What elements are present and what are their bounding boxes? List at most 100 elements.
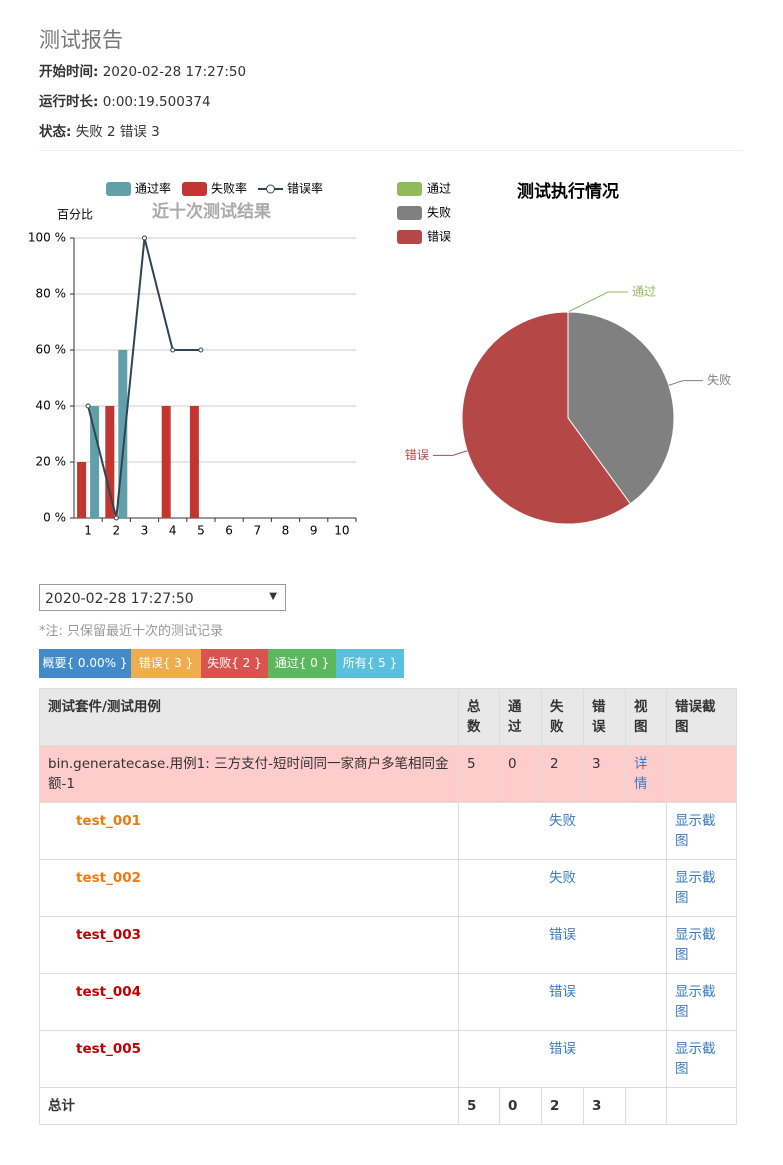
cases: test_001 失败 显示截图 test_002 失败 显示截图 test_003 错误 显示… [39, 802, 737, 1088]
legend-label: 错误 [427, 230, 451, 244]
note: *注: 只保留最近十次的测试记录 [39, 624, 224, 639]
field-value: 失败 2 错误 3 [75, 124, 160, 140]
cell: 3 [583, 1087, 626, 1125]
header-cell: 视图 [625, 688, 667, 746]
x-tick-label: 2 [112, 524, 120, 538]
filter-button[interactable]: 概要{ 0.00% } [39, 649, 131, 678]
y-tick-label: 80 % [36, 287, 67, 301]
cell: 5 [458, 745, 500, 803]
y-tick-label: 60 % [36, 343, 67, 357]
detail-link[interactable]: 详情 [625, 745, 667, 803]
slice-label: 通过 [632, 285, 656, 299]
chart-title: 测试执行情况 [517, 181, 619, 202]
case-status[interactable]: 错误 [458, 1030, 667, 1088]
legend-label: 失败率 [211, 181, 247, 196]
x-tick-label: 3 [141, 524, 149, 538]
label-line [432, 450, 468, 456]
header-cell: 通过 [499, 688, 542, 746]
point [198, 347, 204, 353]
legend-label: 失败 [427, 205, 451, 220]
screenshot-link[interactable]: 显示截图 [666, 802, 737, 860]
total-label: 总计 [39, 1087, 459, 1125]
screenshot-link[interactable]: 显示截图 [666, 973, 737, 1031]
slice-label: 错误 [405, 448, 429, 462]
screenshot-link[interactable]: 显示截图 [666, 916, 737, 974]
x-tick-label: 6 [225, 524, 233, 538]
chart-title: 近十次测试结果 [152, 201, 271, 222]
case-row: test_004 错误 显示截图 [39, 973, 737, 1031]
select-value: 2020-02-28 17:27:50 [45, 591, 194, 607]
cell: 0 [499, 745, 542, 803]
case-status[interactable]: 错误 [458, 916, 667, 974]
bar [189, 406, 199, 518]
cell: 3 [583, 745, 626, 803]
field-value: 0:00:19.500374 [102, 94, 211, 110]
line [87, 237, 201, 519]
case-status[interactable]: 错误 [458, 973, 667, 1031]
y-tick-label: 20 % [36, 455, 67, 469]
label-line [567, 291, 628, 313]
bar [105, 406, 115, 518]
point [142, 235, 147, 241]
record-select[interactable]: 2020-02-28 17:27:50 ▼ [39, 584, 286, 611]
case-row: test_003 错误 显示截图 [39, 916, 737, 974]
y-tick-label: 100 % [28, 231, 66, 245]
legend-swatch [266, 184, 275, 194]
legend-label: 通过 [427, 182, 451, 196]
report-title: 测试报告 [39, 28, 123, 52]
bar [77, 462, 87, 518]
case-status[interactable]: 失败 [458, 859, 667, 917]
cell [666, 1087, 737, 1125]
filter-button[interactable]: 错误{ 3 } [131, 649, 201, 678]
case-name: test_005 [39, 1030, 459, 1088]
legend-swatch [106, 182, 131, 196]
header-cell: 测试套件/测试用例 [39, 688, 459, 746]
bar [161, 406, 171, 518]
case-row: test_005 错误 显示截图 [39, 1030, 737, 1088]
case-name: test_004 [39, 973, 459, 1031]
cell [666, 745, 737, 803]
filter-button[interactable]: 所有{ 5 } [336, 649, 404, 678]
filter-button[interactable]: 通过{ 0 } [268, 649, 336, 678]
case-row: test_002 失败 显示截图 [39, 859, 737, 917]
field-value: 2020-02-28 17:27:50 [102, 64, 247, 80]
screenshot-link[interactable]: 显示截图 [666, 859, 737, 917]
header-cell: 失败 [541, 688, 584, 746]
x-tick-label: 1 [84, 524, 92, 538]
result-table: 测试套件/测试用例 总数 通过 失败 错误 视图 错误截图 bin.generatecase… [39, 688, 737, 1125]
point [113, 515, 119, 521]
field: 状态: 失败 2 错误 3 [39, 120, 160, 140]
y-tick-label: 40 % [36, 399, 67, 413]
header-cell: 错误截图 [666, 688, 737, 746]
bar [118, 350, 128, 518]
case-name: test_001 [39, 802, 459, 860]
cell: 0 [499, 1087, 542, 1125]
screenshot-link[interactable]: 显示截图 [666, 1030, 737, 1088]
y-tick-label: 0 % [43, 511, 66, 525]
arrow: ▼ [269, 591, 277, 602]
filter-button[interactable]: 失败{ 2 } [201, 649, 268, 678]
header-cell: 错误 [583, 688, 626, 746]
cell: 2 [541, 745, 584, 803]
x-tick-label: 7 [253, 524, 261, 538]
field-label: 运行时长: [39, 94, 99, 110]
legend-label: 通过率 [135, 181, 171, 196]
legend-swatch [397, 206, 422, 220]
header-cell: 总数 [458, 688, 500, 746]
legend-swatch [397, 182, 422, 196]
x-tick-label: 8 [282, 524, 290, 538]
y-axis-label: 百分比 [57, 208, 93, 222]
x-tick-label: 4 [169, 524, 177, 538]
bar [90, 406, 100, 518]
x-tick-label: 10 [334, 524, 349, 538]
case-status[interactable]: 失败 [458, 802, 667, 860]
cell: 5 [458, 1087, 500, 1125]
case-row: test_001 失败 显示截图 [39, 802, 737, 860]
x-tick-label: 9 [310, 524, 318, 538]
legend-label: 错误率 [287, 181, 323, 196]
field: 运行时长: 0:00:19.500374 [39, 90, 211, 110]
x-tick-label: 5 [197, 524, 205, 538]
legend-swatch [182, 182, 207, 196]
field-label: 状态: [39, 124, 72, 140]
